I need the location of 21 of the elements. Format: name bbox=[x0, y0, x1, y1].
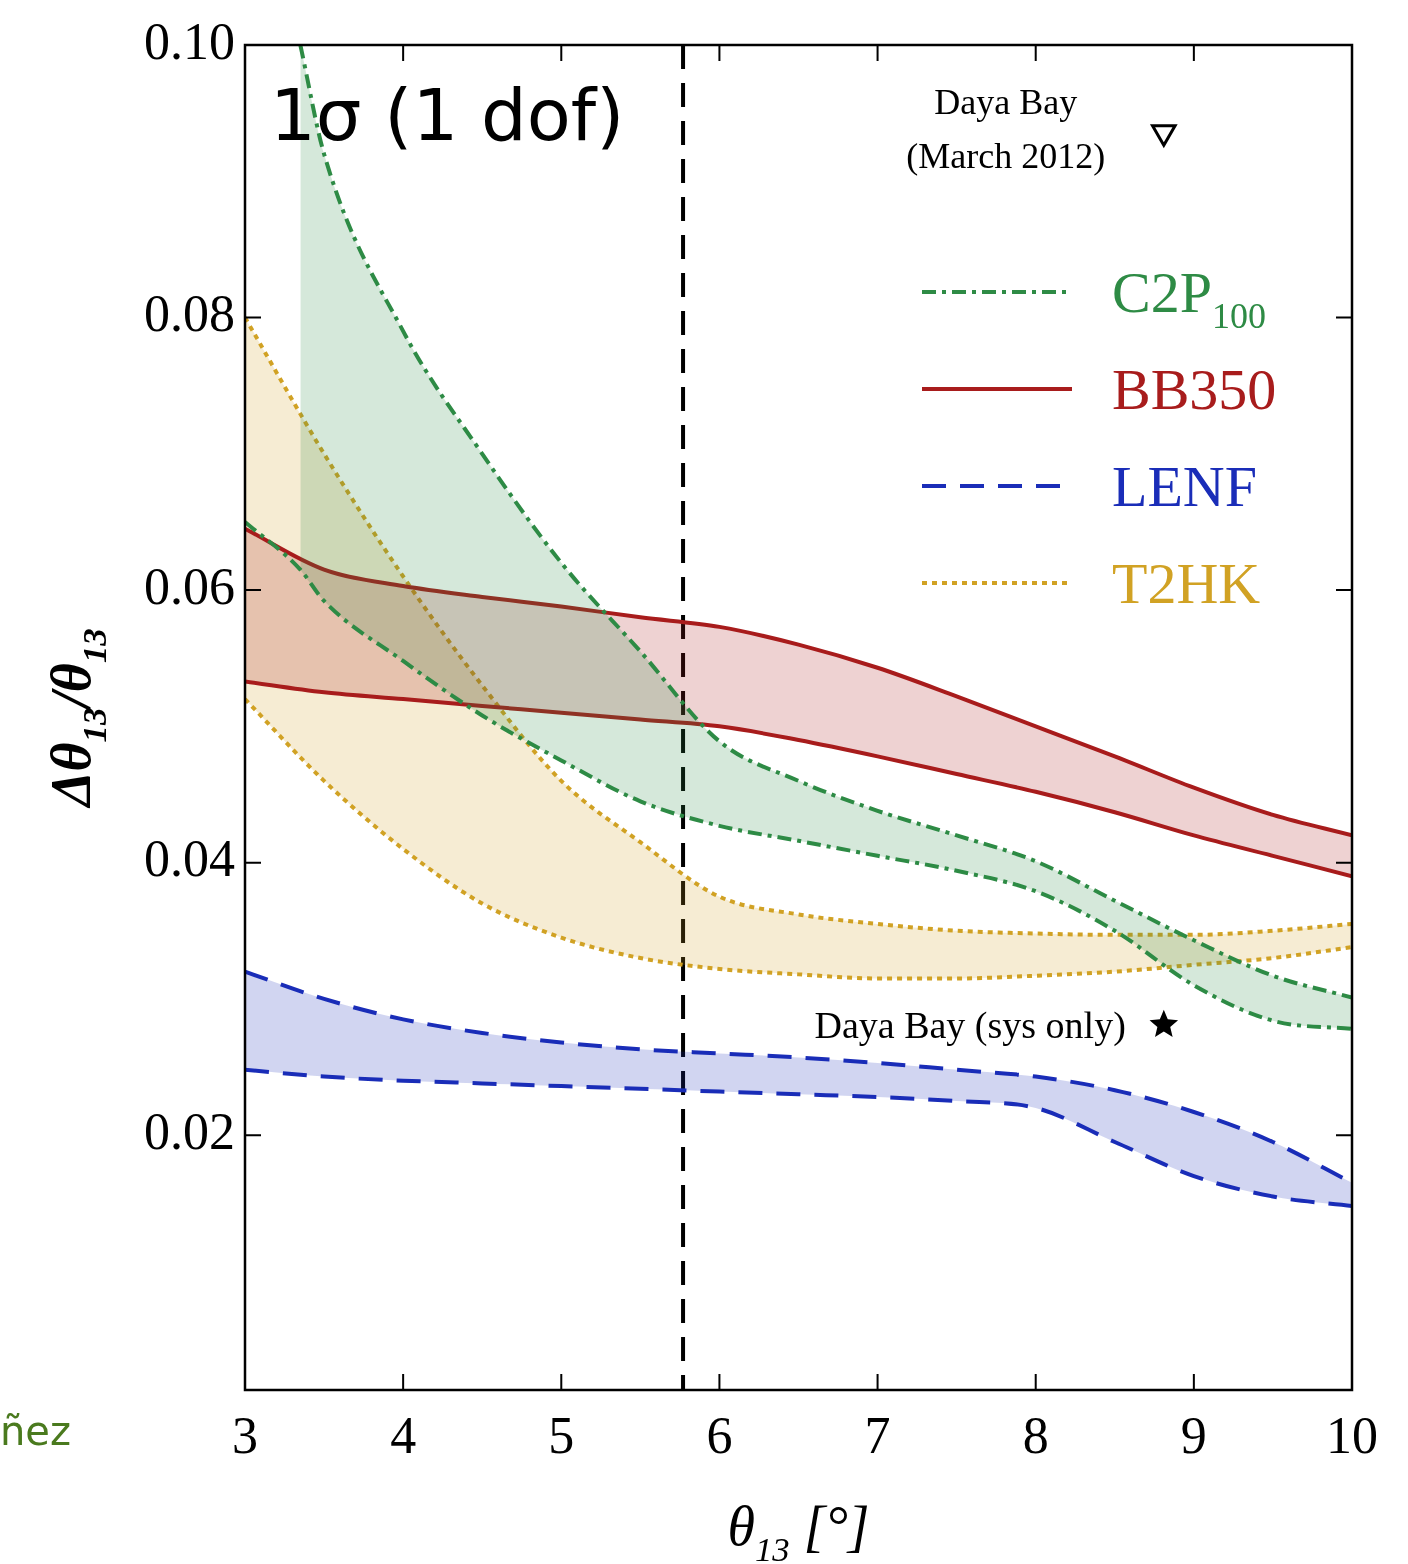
x-tick-label: 5 bbox=[548, 1406, 575, 1464]
y-tick-label: 0.04 bbox=[144, 830, 235, 888]
legend-label: T2HK bbox=[1112, 551, 1261, 616]
x-tick-label: 7 bbox=[864, 1406, 891, 1464]
legend-label: LENF bbox=[1112, 454, 1257, 519]
y-tick-label: 0.06 bbox=[144, 557, 235, 615]
x-tick-label: 4 bbox=[390, 1406, 417, 1464]
series-label: Daya Bay (sys only) bbox=[814, 1003, 1126, 1047]
legend-label: BB350 bbox=[1112, 357, 1277, 422]
annotation: 1σ (1 dof) bbox=[270, 73, 625, 157]
x-tick-label: 8 bbox=[1022, 1406, 1049, 1464]
x-tick-label: 6 bbox=[706, 1406, 733, 1464]
text: ñez bbox=[0, 1408, 71, 1454]
x-tick-label: 3 bbox=[232, 1406, 258, 1464]
y-tick-label: 0.10 bbox=[144, 12, 235, 70]
y-tick-label: 0.02 bbox=[144, 1102, 235, 1160]
series-label: Daya Bay (March 2012) bbox=[906, 82, 1106, 177]
x-tick-label: 9 bbox=[1180, 1406, 1207, 1464]
y-tick-label: 0.08 bbox=[144, 285, 235, 343]
y-axis-title: Δθ13/θ13 bbox=[40, 628, 114, 809]
x-tick-label: 10 bbox=[1326, 1406, 1378, 1464]
